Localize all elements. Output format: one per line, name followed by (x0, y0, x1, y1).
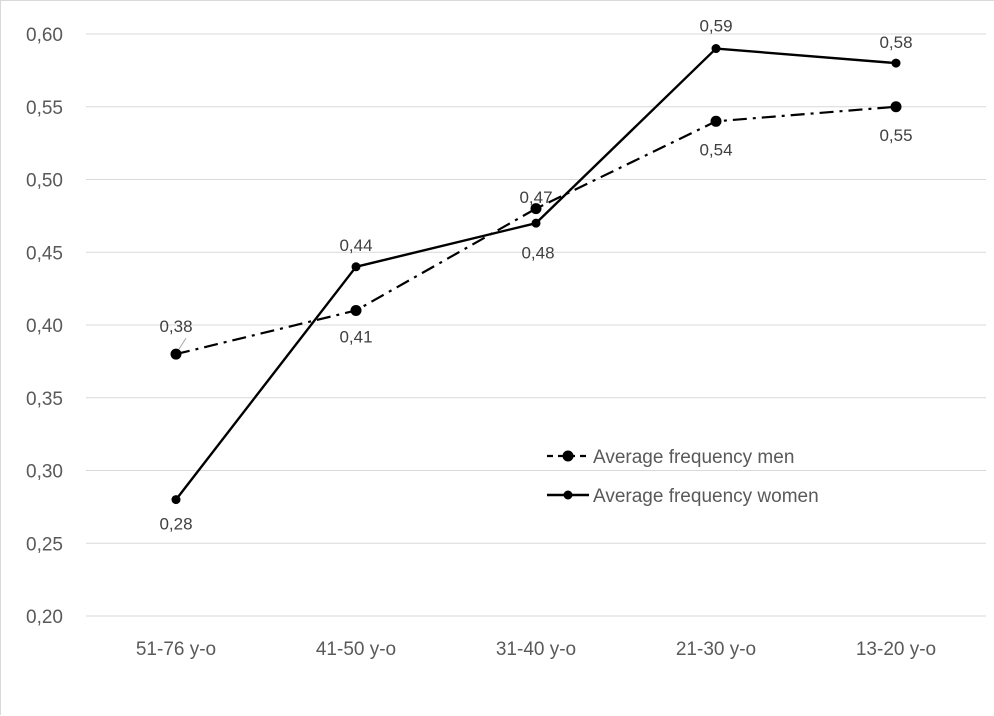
series-layer (170, 44, 902, 505)
data-point (531, 218, 541, 228)
data-point (170, 348, 182, 360)
y-axis-tick-labels: 0,20 0,25 0,30 0,35 0,40 0,45 0,50 0,55 0,60 (26, 25, 63, 628)
data-labels: 0,38 0,41 0,48 0,54 0,55 0,28 0,44 0,47 0,59 0,58 (159, 17, 912, 534)
y-tick-label: 0,35 (26, 389, 63, 410)
x-tick-label: 13-20 y-o (856, 639, 936, 660)
legend-marker (563, 490, 573, 500)
legend-marker (562, 450, 574, 462)
legend-label: Average frequency women (593, 486, 819, 507)
y-tick-label: 0,50 (26, 171, 63, 192)
x-axis-tick-labels: 51-76 y-o 41-50 y-o 31-40 y-o 21-30 y-o 13-2… (136, 639, 936, 660)
y-tick-label: 0,45 (26, 243, 63, 264)
data-label: 0,54 (699, 140, 732, 159)
x-tick-label: 31-40 y-o (496, 639, 576, 660)
legend-label: Average frequency men (593, 447, 794, 468)
data-label: 0,48 (521, 244, 554, 263)
data-label: 0,55 (879, 126, 912, 145)
x-tick-label: 41-50 y-o (316, 639, 396, 660)
data-point (710, 115, 722, 127)
data-point (891, 58, 901, 68)
data-label: 0,38 (159, 317, 192, 336)
data-label: 0,47 (519, 188, 552, 207)
data-point (711, 44, 721, 54)
y-tick-label: 0,25 (26, 534, 63, 555)
data-label: 0,58 (879, 33, 912, 52)
data-point (171, 495, 181, 505)
legend: Average frequency men Average frequency w… (547, 447, 819, 507)
y-tick-label: 0,30 (26, 462, 63, 483)
gridlines (86, 33, 986, 617)
data-point (351, 262, 361, 272)
data-label: 0,41 (339, 327, 372, 346)
data-label: 0,28 (159, 515, 192, 534)
data-point (530, 203, 542, 215)
x-tick-label: 21-30 y-o (676, 639, 756, 660)
series-line-men (175, 105, 897, 356)
x-tick-label: 51-76 y-o (136, 639, 216, 660)
label-leader-line (178, 337, 187, 350)
data-label: 0,59 (699, 17, 732, 36)
y-tick-label: 0,20 (26, 607, 63, 628)
data-point (890, 101, 902, 113)
y-tick-label: 0,60 (26, 25, 63, 46)
y-tick-label: 0,55 (26, 98, 63, 119)
series-line-women (175, 47, 897, 501)
data-point (350, 304, 362, 316)
y-tick-label: 0,40 (26, 316, 63, 337)
data-label: 0,44 (339, 236, 372, 255)
